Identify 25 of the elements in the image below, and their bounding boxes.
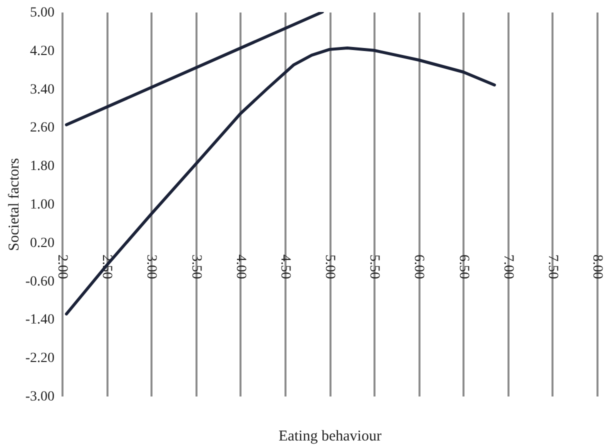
x-tick-label: 6.50 bbox=[456, 254, 471, 279]
x-tick-label: 5.00 bbox=[322, 254, 337, 279]
x-tick-label: 8.00 bbox=[590, 254, 604, 279]
x-tick-label: 7.00 bbox=[500, 254, 516, 279]
x-tick-label: 7.50 bbox=[544, 254, 560, 279]
y-tick-label: 5.00 bbox=[30, 6, 54, 20]
y-tick-label: -2.20 bbox=[25, 351, 54, 366]
y-tick-label: 1.80 bbox=[30, 159, 54, 174]
y-tick-label: 1.00 bbox=[30, 198, 54, 212]
x-axis-title: Eating behaviour bbox=[278, 428, 382, 444]
y-tick-label: 3.40 bbox=[30, 82, 54, 98]
y-tick-label: 2.60 bbox=[30, 120, 54, 136]
x-tick-label: 6.00 bbox=[411, 254, 426, 279]
y-tick-label: 0.20 bbox=[30, 236, 54, 251]
y-tick-label: -3.00 bbox=[25, 390, 54, 404]
x-tick-label: 3.50 bbox=[188, 254, 204, 279]
y-tick-label: 4.20 bbox=[30, 44, 54, 59]
y-tick-label: -0.60 bbox=[25, 274, 54, 290]
x-tick-label: 5.50 bbox=[366, 254, 382, 279]
x-tick-label: 4.50 bbox=[277, 254, 292, 279]
x-tick-label: 3.00 bbox=[144, 254, 159, 279]
x-tick-label: 2.00 bbox=[54, 254, 70, 279]
x-tick-label: 4.00 bbox=[232, 254, 248, 279]
y-tick-label: -1.40 bbox=[25, 312, 54, 328]
y-axis-title: Societal factors bbox=[6, 158, 22, 251]
